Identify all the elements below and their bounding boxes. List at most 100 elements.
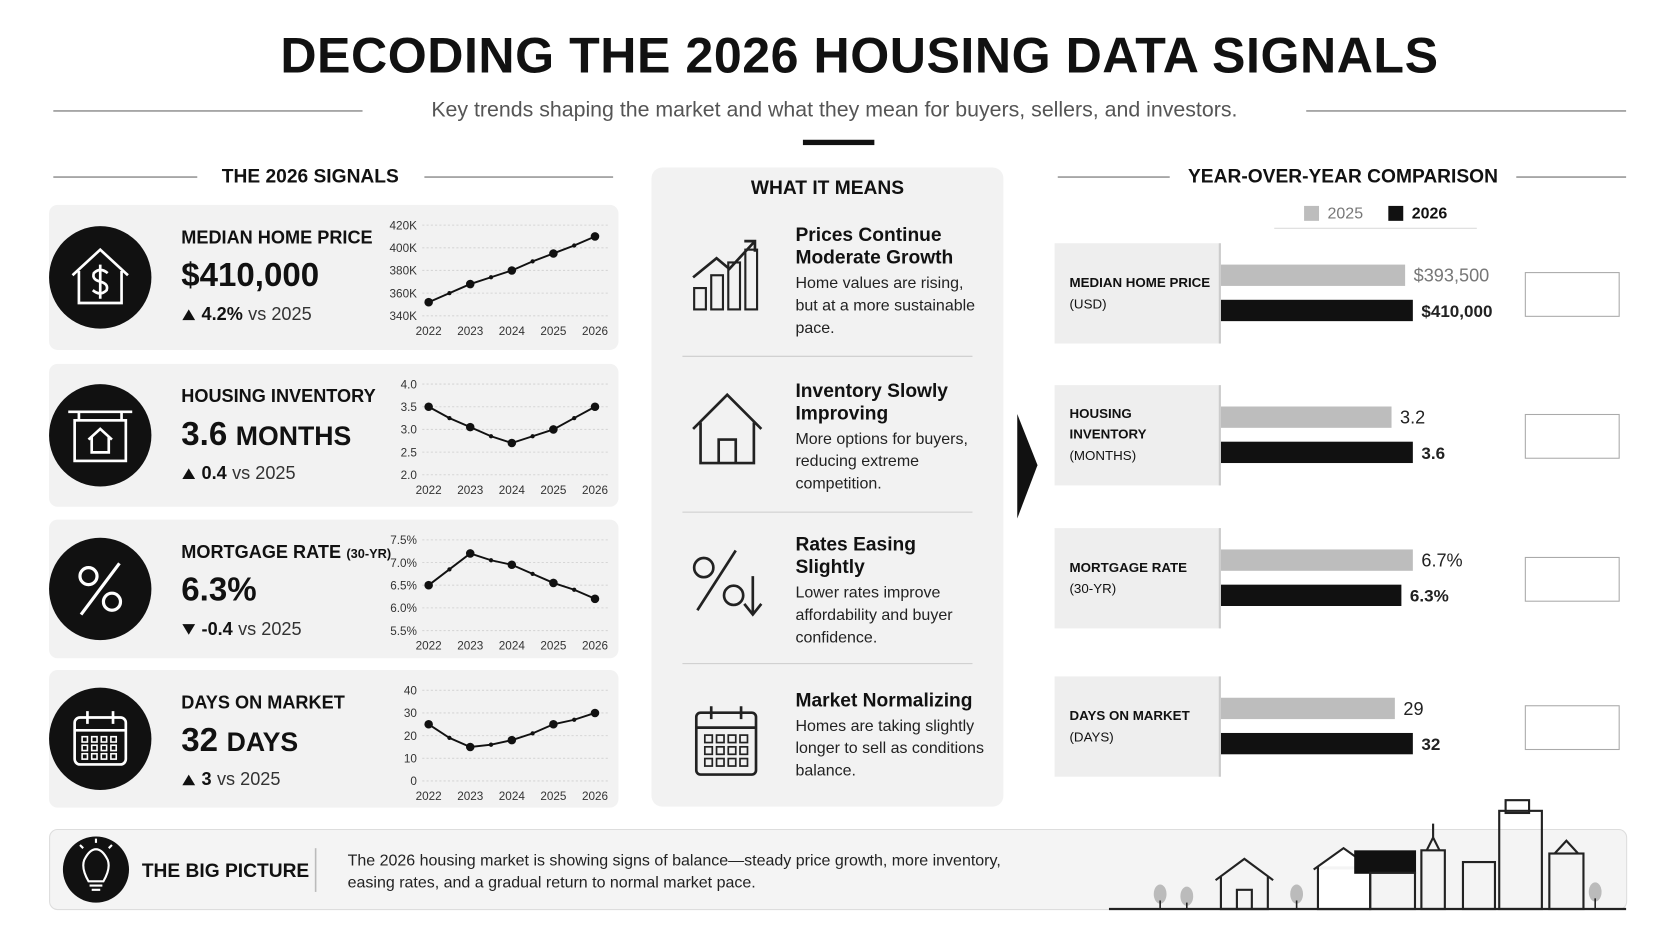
meaning-text: Home values are rising, but at a more su… <box>795 274 976 338</box>
point <box>488 742 494 747</box>
comparison-label: MEDIAN HOME PRICE <box>1069 274 1211 290</box>
point <box>488 558 494 563</box>
skyline <box>1214 857 1274 911</box>
point <box>447 290 452 296</box>
icon <box>692 239 757 279</box>
x-tick-label: 2024 <box>499 325 526 338</box>
y-tick-label: 20 <box>404 730 418 743</box>
bar-value-label: 6.3% <box>1410 587 1449 606</box>
legend-swatch <box>1388 205 1404 221</box>
comparison-sublabel: (30-YR) <box>1069 580 1117 596</box>
x-tick-label: 2023 <box>457 325 483 338</box>
icon <box>694 711 758 776</box>
skyline <box>1425 823 1441 851</box>
x-tick-label: 2022 <box>416 484 442 497</box>
x-tick-label: 2023 <box>457 484 483 497</box>
signal-value-unit: MONTHS <box>235 421 352 452</box>
skyline <box>1290 884 1304 904</box>
point <box>424 402 433 412</box>
point <box>424 720 433 729</box>
meaning-title: Prices Continue Moderate Growth <box>795 224 954 268</box>
bar <box>1220 697 1395 720</box>
skyline <box>1354 850 1417 874</box>
comparison-label-box: DAYS ON MARKET (DAYS) <box>1054 676 1221 777</box>
subtitle: Key trends shaping the market and what t… <box>431 98 1238 122</box>
x-tick-label: 2026 <box>582 325 608 338</box>
icon <box>101 591 123 612</box>
comparison-label-box: MEDIAN HOME PRICE (USD) <box>1054 243 1221 344</box>
flow-arrow <box>1017 413 1038 519</box>
meaning-panel <box>651 167 1004 807</box>
skyline <box>1180 886 1194 906</box>
bar <box>1220 441 1413 464</box>
y-tick-label: 420K <box>390 219 418 232</box>
icon-circle <box>49 687 152 791</box>
skyline <box>1461 860 1497 911</box>
icon <box>703 745 714 756</box>
icon <box>78 565 99 587</box>
y-tick-label: 6.0% <box>390 602 417 615</box>
point <box>447 735 452 741</box>
signal-change-value: 3 <box>201 769 212 790</box>
point <box>507 560 517 570</box>
legend-label: 2025 <box>1328 206 1364 223</box>
meaning-item: Inventory Slowly Improving More options f… <box>795 380 987 495</box>
line <box>428 552 596 600</box>
point <box>465 422 475 432</box>
meaning-item: Prices Continue Moderate Growth Home valu… <box>795 224 987 339</box>
icon <box>722 584 745 607</box>
icon <box>703 757 714 767</box>
signal-value: 6.3% <box>181 571 256 609</box>
skyline <box>1498 809 1543 911</box>
icon <box>696 706 757 729</box>
x-tick-label: 2022 <box>416 790 442 803</box>
bar-value-label: $410,000 <box>1421 302 1492 321</box>
change-box <box>1524 272 1620 317</box>
x-tick-label: 2022 <box>416 640 442 653</box>
icon <box>744 248 759 311</box>
signal-change-value: 4.2% <box>201 304 243 325</box>
x-tick-label: 2026 <box>582 790 608 803</box>
bar <box>1220 406 1392 428</box>
skyline <box>1548 852 1585 911</box>
signal-change-value: 0.4 <box>201 463 227 484</box>
y-tick-label: 6.5% <box>390 579 417 592</box>
icon <box>90 752 98 760</box>
bar <box>1220 584 1402 606</box>
point <box>590 232 600 241</box>
signal-value-text: 3.6 <box>181 415 228 453</box>
point <box>549 720 558 729</box>
icon <box>68 410 133 421</box>
y-tick-label: 5.5% <box>390 625 417 638</box>
signal-label: MORTGAGE RATE (30-YR) <box>181 542 391 563</box>
point <box>530 259 535 264</box>
bar <box>1220 732 1413 755</box>
icon <box>110 744 118 752</box>
icon <box>100 752 108 760</box>
icon <box>71 247 129 305</box>
signal-value: 32 DAYS <box>181 721 298 759</box>
signal-label: DAYS ON MARKET <box>181 692 345 713</box>
change-box <box>1524 705 1620 751</box>
y-tick-label: 7.0% <box>390 557 417 570</box>
big-picture-text: The 2026 housing market is showing signs… <box>347 851 1001 892</box>
icon <box>74 711 126 732</box>
meaning-text: Homes are taking slightly longer to sell… <box>795 716 984 780</box>
point <box>590 402 600 412</box>
bar-value-label: $393,500 <box>1414 266 1490 286</box>
icon <box>715 734 725 744</box>
icon <box>73 716 128 766</box>
y-tick-label: 10 <box>404 753 418 766</box>
x-tick-label: 2022 <box>416 325 442 338</box>
y-tick-label: 2.0 <box>401 469 418 482</box>
direction-arrow <box>182 309 196 321</box>
point <box>447 567 452 572</box>
line <box>428 405 596 445</box>
icon <box>739 745 749 756</box>
signal-value: $410,000 <box>181 256 319 294</box>
comparison-sublabel: (DAYS) <box>1069 729 1114 745</box>
bar <box>1220 549 1413 571</box>
comparison-label: INVENTORY <box>1069 426 1147 442</box>
bar-value-label: 3.6 <box>1421 444 1445 463</box>
signal-change-suffix: vs 2025 <box>248 304 312 325</box>
